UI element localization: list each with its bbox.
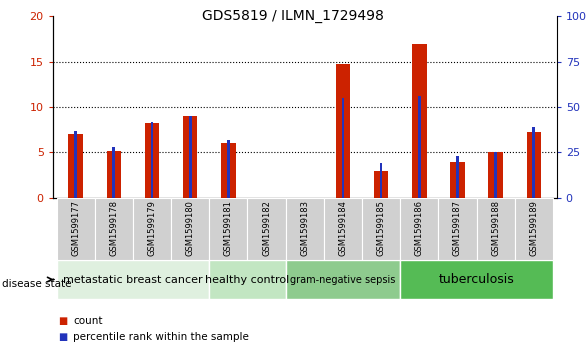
Text: tuberculosis: tuberculosis [439, 273, 515, 286]
Bar [342, 98, 344, 198]
Bar [57, 260, 209, 299]
Bar [221, 143, 236, 198]
Bar [527, 132, 541, 198]
Bar [488, 152, 503, 198]
Bar [183, 116, 197, 198]
Text: GSM1599179: GSM1599179 [148, 200, 156, 256]
Text: GSM1599183: GSM1599183 [300, 200, 309, 256]
Text: count: count [73, 316, 103, 326]
Bar [145, 123, 159, 198]
Text: gram-negative sepsis: gram-negative sepsis [290, 274, 396, 285]
Bar [533, 127, 535, 198]
Bar [113, 147, 115, 198]
Text: GSM1599186: GSM1599186 [415, 200, 424, 256]
Bar [57, 198, 95, 260]
Bar [418, 96, 421, 198]
Bar [171, 198, 209, 260]
Text: GSM1599181: GSM1599181 [224, 200, 233, 256]
Bar [285, 260, 400, 299]
Bar [476, 198, 515, 260]
Text: GSM1599178: GSM1599178 [110, 200, 118, 256]
Bar [374, 171, 389, 198]
Bar [336, 64, 350, 198]
Bar [95, 198, 133, 260]
Bar [438, 198, 476, 260]
Bar [456, 156, 459, 198]
Bar [107, 151, 121, 198]
Text: ■: ■ [59, 332, 68, 342]
Bar [74, 131, 77, 198]
Text: GSM1599177: GSM1599177 [71, 200, 80, 256]
Bar [151, 122, 154, 198]
Bar [209, 260, 285, 299]
Text: GSM1599180: GSM1599180 [186, 200, 195, 256]
Text: GSM1599182: GSM1599182 [262, 200, 271, 256]
Text: GSM1599185: GSM1599185 [377, 200, 386, 256]
Text: disease state: disease state [2, 279, 71, 289]
Bar [515, 198, 553, 260]
Bar [189, 116, 192, 198]
Bar [324, 198, 362, 260]
Bar [247, 198, 285, 260]
Bar [494, 152, 497, 198]
Text: GDS5819 / ILMN_1729498: GDS5819 / ILMN_1729498 [202, 9, 384, 23]
Bar [412, 44, 427, 198]
Bar [209, 198, 247, 260]
Text: healthy control: healthy control [205, 274, 289, 285]
Text: metastatic breast cancer: metastatic breast cancer [63, 274, 203, 285]
Bar [69, 134, 83, 198]
Bar [285, 198, 324, 260]
Text: GSM1599189: GSM1599189 [529, 200, 539, 256]
Bar [400, 198, 438, 260]
Text: GSM1599187: GSM1599187 [453, 200, 462, 256]
Bar [133, 198, 171, 260]
Bar [450, 162, 465, 198]
Bar [227, 140, 230, 198]
Bar [400, 260, 553, 299]
Text: percentile rank within the sample: percentile rank within the sample [73, 332, 249, 342]
Bar [380, 163, 383, 198]
Text: GSM1599184: GSM1599184 [338, 200, 347, 256]
Bar [362, 198, 400, 260]
Text: ■: ■ [59, 316, 68, 326]
Text: GSM1599188: GSM1599188 [491, 200, 500, 256]
